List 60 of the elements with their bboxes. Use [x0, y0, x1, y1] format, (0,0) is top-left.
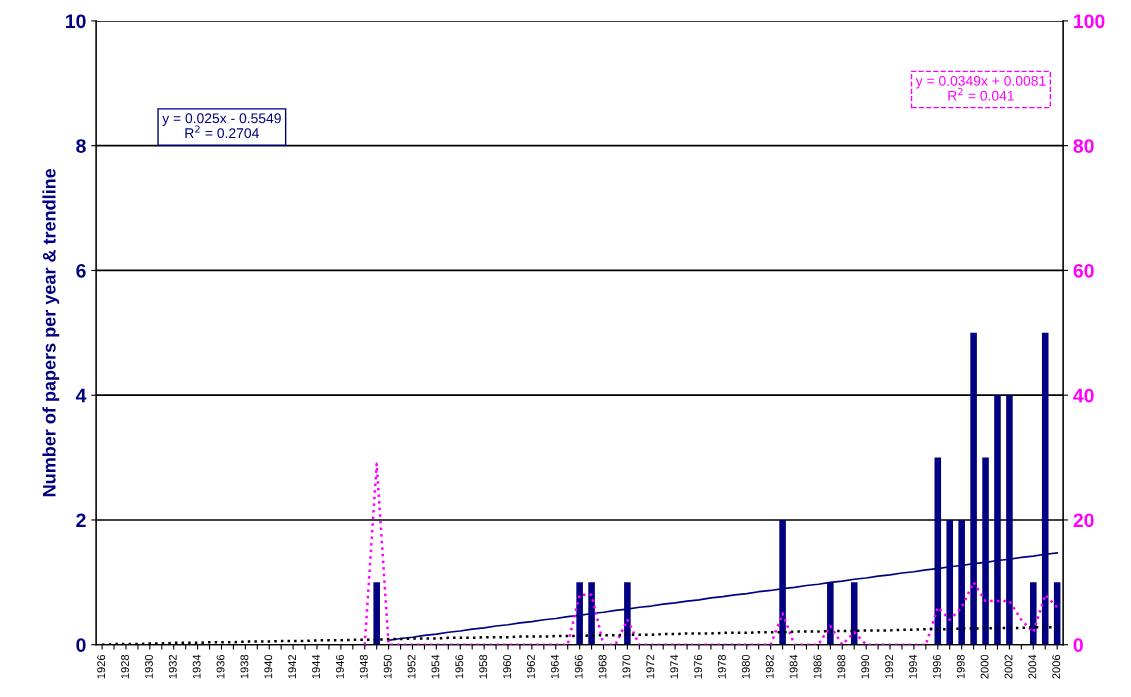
x-tick-label: 1978 [718, 654, 726, 679]
x-tick-label: 1932 [168, 655, 177, 679]
y2-tick-label: 0 [1073, 638, 1083, 652]
x-tick-label: 1986 [813, 654, 822, 679]
x-tick-label: 1942 [288, 655, 297, 679]
x-tick-label: 1976 [694, 654, 702, 679]
y2-tick-label: 40 [1073, 388, 1094, 403]
x-tick-label: 1954 [431, 654, 440, 679]
x-tick-label: 1938 [240, 654, 249, 679]
x-tick-label: 1958 [479, 654, 488, 679]
bar [373, 582, 380, 645]
x-tick-label: 2006 [1052, 654, 1061, 679]
x-tick-label: 1992 [885, 655, 894, 679]
annotation: y = 0.025x - 0.5549 R$^{2}$ = 0.2704 [162, 113, 281, 139]
x-tick-label: 1994 [909, 654, 917, 679]
x-tick-label: 2000 [980, 654, 989, 679]
y-tick-label: 10 [66, 14, 86, 29]
bar [1030, 582, 1037, 645]
x-tick-label: 1940 [264, 654, 273, 679]
x-tick-label: 1952 [407, 655, 416, 679]
line-series [363, 462, 1059, 645]
x-tick-label: 2004 [1028, 654, 1037, 679]
x-tick-label: 1966 [574, 654, 583, 679]
x-tick-label: 1974 [670, 654, 679, 679]
y-tick-label: 0 [76, 638, 86, 652]
x-tick-label: 1988 [837, 654, 846, 679]
annotation: y = 0.0349x + 0.0081 R$^{2}$ = 0.041 [915, 75, 1046, 101]
y2-tick-label: 60 [1073, 263, 1094, 278]
x-tick-label: 1980 [741, 654, 750, 679]
y2-tick-label: 100 [1074, 14, 1105, 29]
y-tick-label: 8 [76, 139, 86, 153]
x-tick-label: 1944 [312, 654, 320, 679]
x-tick-label: 1982 [765, 655, 774, 679]
x-tick-label: 1984 [789, 654, 798, 679]
x-tick-label: 1928 [121, 654, 129, 679]
x-tick-label: 1946 [335, 654, 344, 679]
x-tick-label: 1968 [598, 654, 607, 679]
x-tick-label: 1948 [359, 654, 368, 679]
y-tick-label: 2 [76, 513, 86, 528]
y-axis-title: Number of papers per year & trendline [42, 168, 60, 497]
x-tick-label: 1998 [956, 654, 965, 679]
bar [850, 582, 858, 645]
y2-tick-label: 80 [1073, 139, 1094, 153]
x-tick-label: 1970 [622, 654, 631, 679]
x-tick-label: 1962 [527, 655, 535, 679]
x-tick-label: 1964 [550, 654, 559, 679]
x-tick-label: 1990 [861, 654, 870, 679]
x-tick-label: 1960 [503, 654, 511, 679]
x-tick-label: 1956 [455, 654, 464, 679]
x-tick-label: 1972 [646, 655, 655, 679]
x-tick-label: 1950 [383, 654, 392, 679]
x-tick-label: 1930 [144, 654, 153, 679]
x-tick-label: 2002 [1004, 655, 1013, 679]
y2-tick-label: 20 [1073, 513, 1094, 528]
x-tick-label: 1934 [192, 654, 201, 679]
y-tick-label: 4 [75, 388, 87, 403]
x-tick-label: 1936 [216, 654, 225, 679]
y-tick-label: 6 [76, 263, 86, 278]
x-tick-label: 1926 [97, 654, 106, 679]
x-tick-label: 1996 [932, 654, 941, 679]
